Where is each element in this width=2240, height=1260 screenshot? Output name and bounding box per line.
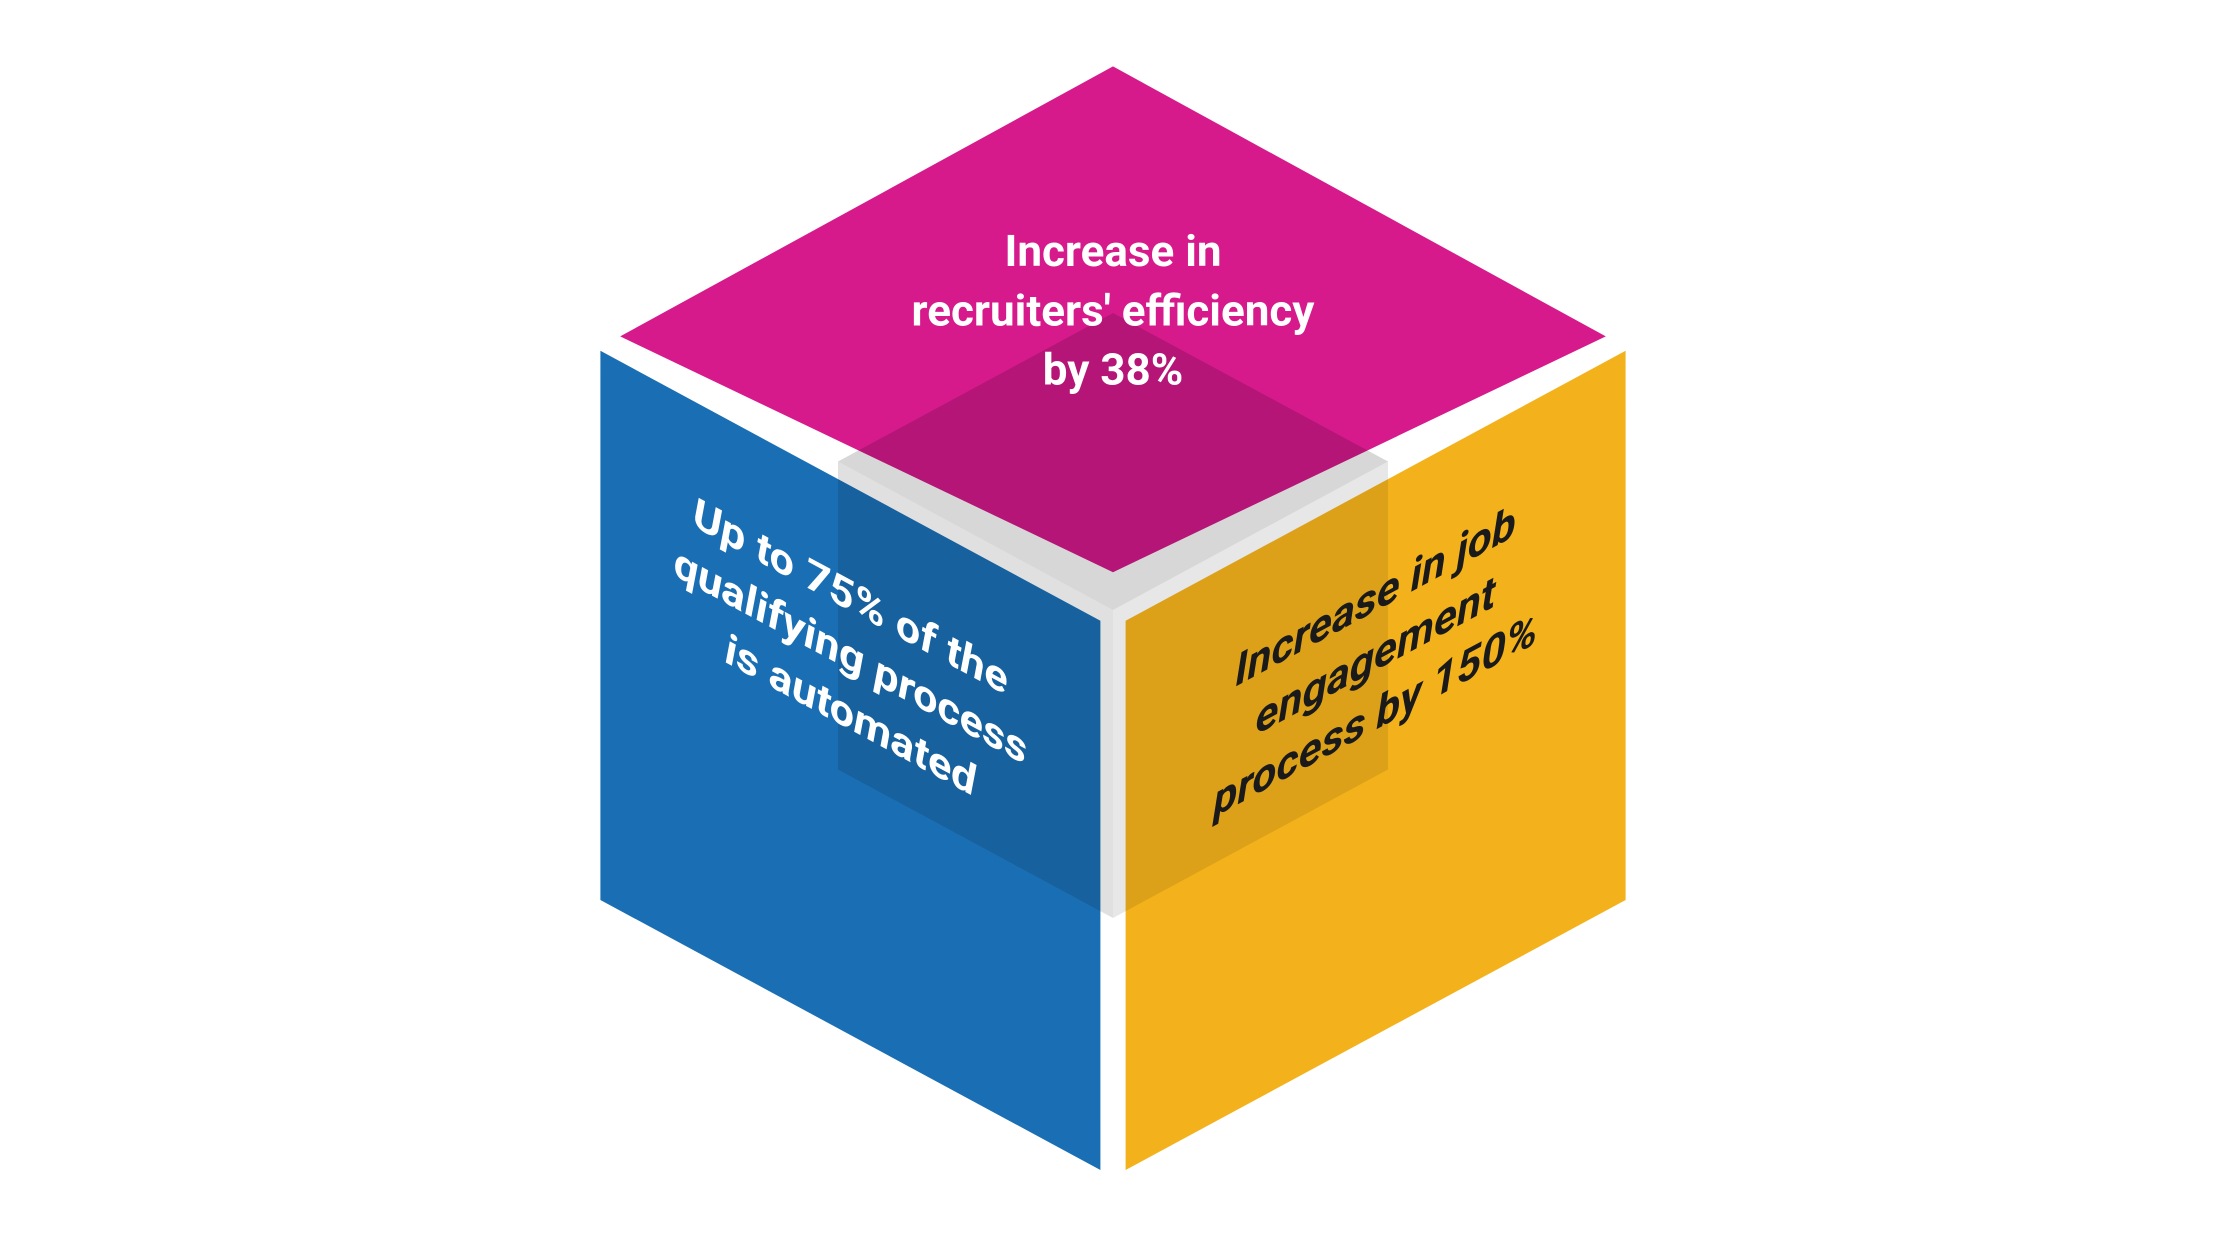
cube-diagram: Increase inrecruiters' efficiencyby 38%U… <box>0 0 2240 1260</box>
infographic-stage: Increase inrecruiters' efficiencyby 38%U… <box>0 0 2240 1260</box>
